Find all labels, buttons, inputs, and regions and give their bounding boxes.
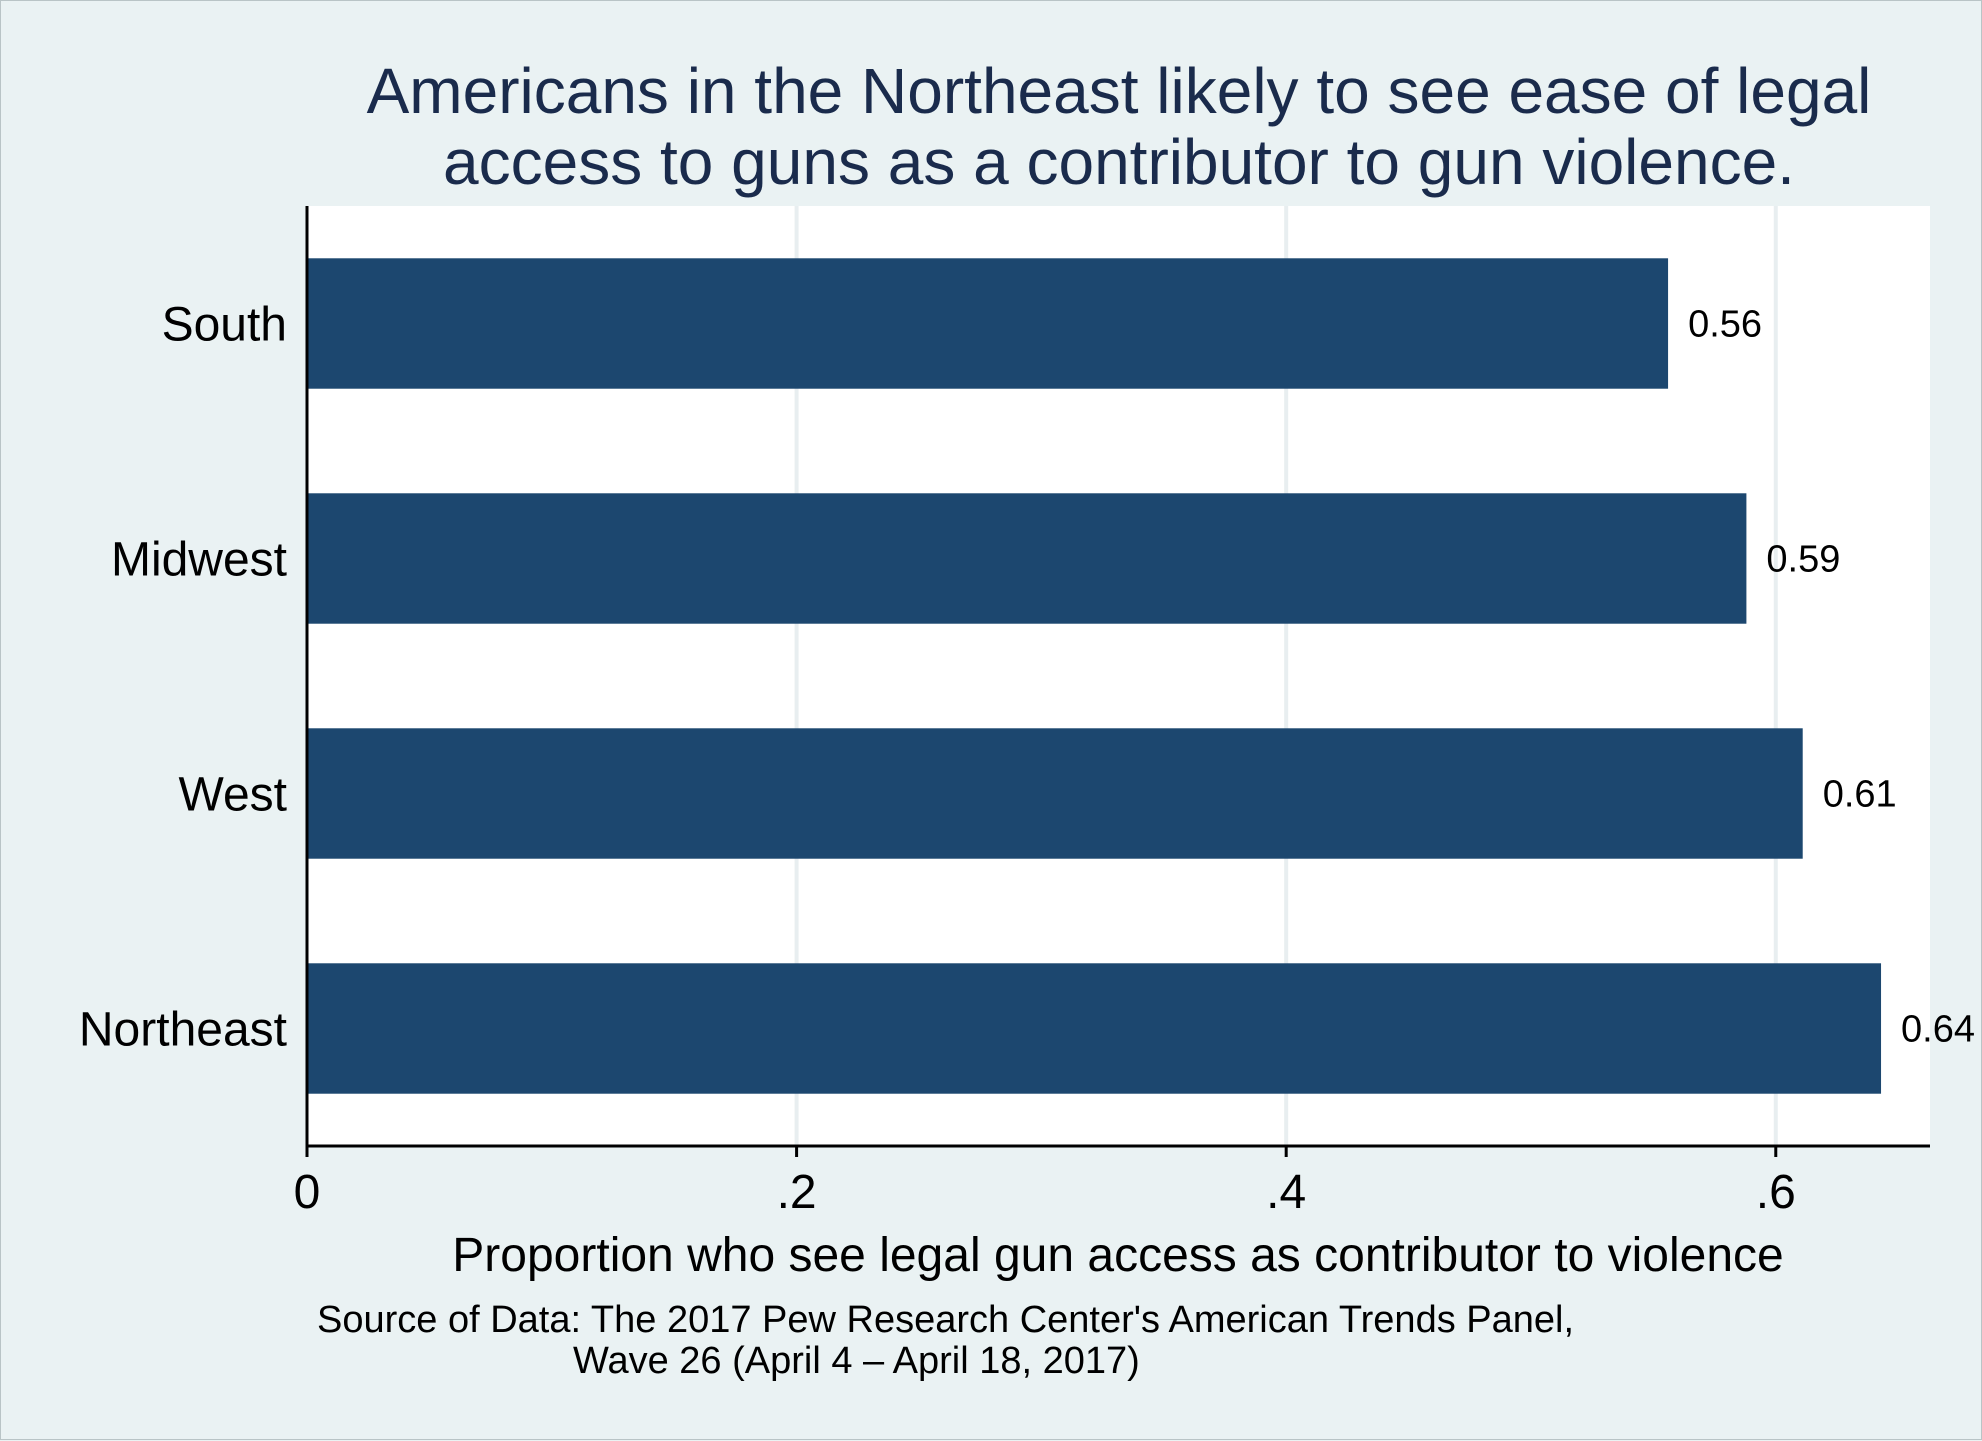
category-label: Northeast [79,1004,287,1057]
category-label: Midwest [111,534,287,587]
bar-value-label: 0.56 [1688,304,1762,346]
value-labels: 0.56 0.59 0.61 0.64 [1688,304,1975,1051]
x-axis-title: Proportion who see legal gun access as c… [452,1229,1783,1282]
bar-value-label: 0.61 [1823,774,1897,816]
axes [305,206,1930,1148]
bar [307,493,1747,624]
bar [307,963,1882,1094]
bar [307,728,1803,859]
category-labels: South Midwest West Northeast [79,299,287,1057]
x-tick-label: .4 [1266,1166,1306,1219]
bar [307,258,1669,389]
chart-title: Americans in the Northeast likely to see… [367,55,1872,198]
category-label: South [162,299,287,352]
x-tick-label: .2 [777,1166,817,1219]
bars [307,258,1882,1094]
bar-value-label: 0.64 [1901,1009,1975,1051]
x-axis-ticks: 0 .2 .4 .6 [294,1146,1796,1219]
chart-title-line-1: Americans in the Northeast likely to see… [367,55,1872,127]
category-label: West [179,769,287,822]
chart-title-line-2: access to guns as a contributor to gun v… [443,126,1795,198]
x-tick-label: 0 [294,1166,321,1219]
source-note-line-2: Wave 26 (April 4 – April 18, 2017) [573,1340,1140,1382]
source-note: Source of Data: The 2017 Pew Research Ce… [317,1299,1574,1382]
bar-value-label: 0.59 [1766,539,1840,581]
source-note-line-1: Source of Data: The 2017 Pew Research Ce… [317,1299,1574,1341]
x-tick-label: .6 [1756,1166,1796,1219]
